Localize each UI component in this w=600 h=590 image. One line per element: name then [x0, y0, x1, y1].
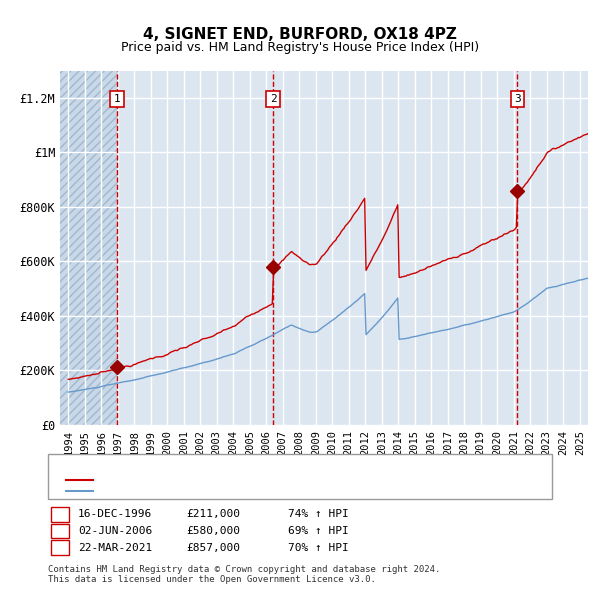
Text: 02-JUN-2006: 02-JUN-2006	[78, 526, 152, 536]
Text: Price paid vs. HM Land Registry's House Price Index (HPI): Price paid vs. HM Land Registry's House …	[121, 41, 479, 54]
Text: £211,000: £211,000	[186, 510, 240, 519]
Text: 69% ↑ HPI: 69% ↑ HPI	[288, 526, 349, 536]
Text: 22-MAR-2021: 22-MAR-2021	[78, 543, 152, 552]
Text: £857,000: £857,000	[186, 543, 240, 552]
Text: Contains HM Land Registry data © Crown copyright and database right 2024.: Contains HM Land Registry data © Crown c…	[48, 565, 440, 573]
Text: HPI: Average price, detached house, West Oxfordshire: HPI: Average price, detached house, West…	[96, 487, 421, 496]
Text: 2: 2	[56, 526, 64, 536]
Text: 70% ↑ HPI: 70% ↑ HPI	[288, 543, 349, 552]
Text: 2: 2	[270, 94, 277, 104]
Text: 3: 3	[56, 543, 64, 552]
Text: This data is licensed under the Open Government Licence v3.0.: This data is licensed under the Open Gov…	[48, 575, 376, 584]
Text: 1: 1	[56, 510, 64, 519]
Text: £580,000: £580,000	[186, 526, 240, 536]
Bar	[60, 71, 117, 425]
Text: 74% ↑ HPI: 74% ↑ HPI	[288, 510, 349, 519]
Text: 4, SIGNET END, BURFORD, OX18 4PZ: 4, SIGNET END, BURFORD, OX18 4PZ	[143, 27, 457, 41]
Bar	[60, 71, 117, 425]
Text: 16-DEC-1996: 16-DEC-1996	[78, 510, 152, 519]
Text: 4, SIGNET END, BURFORD, OX18 4PZ (detached house): 4, SIGNET END, BURFORD, OX18 4PZ (detach…	[96, 475, 402, 484]
Text: 3: 3	[514, 94, 521, 104]
Text: 1: 1	[114, 94, 121, 104]
Bar	[60, 71, 117, 425]
